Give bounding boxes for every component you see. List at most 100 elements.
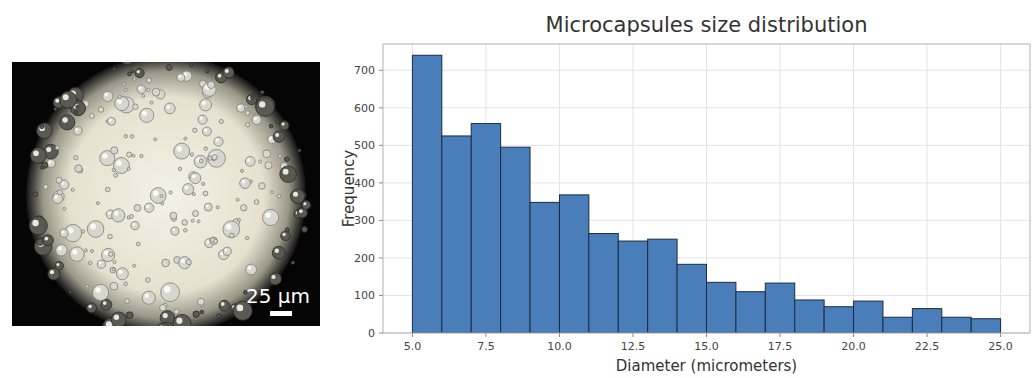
tick bbox=[379, 333, 383, 334]
tick-label: 0 bbox=[368, 327, 375, 340]
droplet bbox=[223, 221, 240, 238]
droplet bbox=[47, 159, 55, 167]
droplet-highlight bbox=[95, 287, 101, 293]
droplet bbox=[96, 202, 99, 205]
droplet-highlight bbox=[259, 101, 265, 107]
droplet bbox=[127, 72, 131, 76]
droplet bbox=[84, 249, 87, 252]
droplet bbox=[156, 323, 170, 326]
ticks: 01002003004005006007005.07.510.012.515.0… bbox=[354, 64, 1013, 353]
droplet bbox=[263, 209, 279, 225]
droplet-highlight bbox=[58, 247, 62, 251]
droplet bbox=[191, 219, 194, 222]
droplet bbox=[31, 148, 47, 164]
droplet bbox=[284, 157, 289, 162]
droplet-highlight bbox=[54, 195, 58, 199]
droplet bbox=[74, 111, 77, 114]
droplet bbox=[212, 154, 218, 160]
droplet-highlight bbox=[275, 249, 279, 253]
droplet bbox=[246, 264, 257, 275]
bar bbox=[854, 301, 883, 333]
droplet-highlight bbox=[103, 301, 107, 305]
tick-label: 200 bbox=[354, 252, 375, 265]
droplet bbox=[89, 261, 92, 264]
droplet-highlight bbox=[204, 129, 207, 132]
droplet bbox=[147, 88, 150, 91]
tick bbox=[379, 145, 383, 146]
tick-label: 25.0 bbox=[988, 340, 1013, 353]
droplet bbox=[124, 282, 128, 286]
droplet-highlight bbox=[56, 263, 59, 266]
droplet bbox=[241, 205, 247, 211]
droplet bbox=[57, 190, 62, 195]
droplet bbox=[204, 203, 212, 211]
droplet bbox=[259, 160, 262, 163]
droplet-highlight bbox=[118, 270, 122, 274]
droplet bbox=[112, 168, 115, 171]
droplet bbox=[154, 138, 157, 141]
droplet bbox=[140, 154, 143, 157]
droplet bbox=[133, 264, 136, 267]
bar bbox=[501, 147, 530, 333]
droplet-highlight bbox=[181, 259, 185, 263]
droplet-highlight bbox=[283, 169, 289, 175]
grid-line bbox=[927, 44, 928, 333]
droplet bbox=[108, 117, 116, 125]
droplet bbox=[74, 156, 78, 160]
droplet-highlight bbox=[90, 224, 96, 230]
tick bbox=[379, 107, 383, 108]
droplet-highlight bbox=[61, 231, 64, 234]
droplet bbox=[60, 115, 75, 130]
droplet bbox=[278, 154, 281, 157]
droplet bbox=[110, 282, 118, 290]
droplet bbox=[131, 222, 139, 230]
droplet bbox=[206, 70, 209, 73]
droplet bbox=[162, 259, 170, 267]
droplet-highlight bbox=[114, 315, 119, 320]
droplet bbox=[121, 62, 135, 65]
droplet bbox=[74, 127, 82, 135]
droplet-highlight bbox=[178, 75, 181, 78]
droplet bbox=[160, 305, 167, 312]
droplet bbox=[193, 311, 199, 317]
droplet bbox=[118, 95, 121, 98]
droplet-highlight bbox=[114, 211, 119, 216]
bar bbox=[883, 317, 912, 333]
droplet bbox=[40, 125, 44, 129]
droplet-highlight bbox=[163, 313, 168, 318]
droplet-highlight bbox=[206, 240, 209, 243]
droplet-highlight bbox=[185, 186, 189, 190]
droplet-highlight bbox=[247, 158, 250, 161]
droplet bbox=[217, 314, 221, 318]
droplet bbox=[223, 67, 234, 78]
droplet bbox=[101, 299, 112, 310]
droplet-highlight bbox=[237, 305, 244, 312]
droplet bbox=[302, 227, 308, 233]
droplet bbox=[216, 206, 219, 209]
droplet bbox=[29, 217, 47, 235]
droplet bbox=[208, 81, 215, 88]
droplet-highlight bbox=[137, 70, 140, 73]
droplet bbox=[174, 143, 190, 159]
droplet bbox=[98, 107, 104, 113]
bar bbox=[589, 234, 618, 333]
tick-label: 10.0 bbox=[547, 340, 572, 353]
bar bbox=[530, 202, 559, 333]
tick bbox=[927, 333, 928, 337]
tick-label: 5.0 bbox=[404, 340, 422, 353]
scale-bar bbox=[270, 311, 292, 316]
droplet-highlight bbox=[216, 139, 219, 142]
droplet-highlight bbox=[164, 286, 171, 293]
droplet bbox=[200, 310, 204, 314]
droplet bbox=[165, 103, 176, 114]
droplet-highlight bbox=[153, 190, 159, 196]
tick bbox=[780, 333, 781, 337]
droplet bbox=[142, 94, 145, 97]
droplet-highlight bbox=[45, 237, 49, 241]
droplet-highlight bbox=[139, 87, 142, 90]
droplet bbox=[115, 96, 129, 110]
droplet bbox=[134, 205, 141, 212]
droplet bbox=[251, 96, 254, 99]
droplet bbox=[256, 98, 275, 117]
droplet bbox=[194, 155, 207, 168]
